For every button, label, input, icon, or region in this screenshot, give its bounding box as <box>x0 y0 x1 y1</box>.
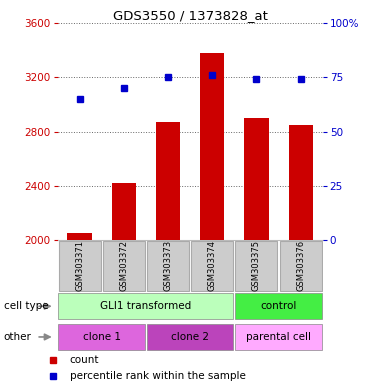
Bar <box>156 122 180 240</box>
Bar <box>112 183 136 240</box>
Text: percentile rank within the sample: percentile rank within the sample <box>70 371 246 381</box>
Text: GSM303371: GSM303371 <box>75 240 84 291</box>
Bar <box>68 233 92 240</box>
Text: cell type: cell type <box>4 301 48 311</box>
Bar <box>235 293 322 319</box>
Text: GSM303375: GSM303375 <box>252 240 261 291</box>
Bar <box>280 240 322 291</box>
Text: control: control <box>260 301 297 311</box>
Bar <box>59 240 101 291</box>
Title: GDS3550 / 1373828_at: GDS3550 / 1373828_at <box>113 9 267 22</box>
Bar <box>244 118 269 240</box>
Text: clone 2: clone 2 <box>171 332 209 342</box>
Bar <box>58 293 233 319</box>
Bar <box>235 324 322 350</box>
Bar <box>58 324 145 350</box>
Text: GSM303376: GSM303376 <box>296 240 305 291</box>
Text: GSM303374: GSM303374 <box>208 240 217 291</box>
Bar <box>103 240 145 291</box>
Text: GSM303372: GSM303372 <box>119 240 128 291</box>
Text: count: count <box>70 355 99 366</box>
Bar <box>289 125 313 240</box>
Bar <box>200 53 224 240</box>
Bar <box>236 240 278 291</box>
Text: GSM303373: GSM303373 <box>164 240 173 291</box>
Bar <box>147 240 189 291</box>
Bar <box>191 240 233 291</box>
Text: parental cell: parental cell <box>246 332 311 342</box>
Bar <box>147 324 233 350</box>
Text: other: other <box>4 332 32 342</box>
Text: GLI1 transformed: GLI1 transformed <box>100 301 191 311</box>
Text: clone 1: clone 1 <box>83 332 121 342</box>
